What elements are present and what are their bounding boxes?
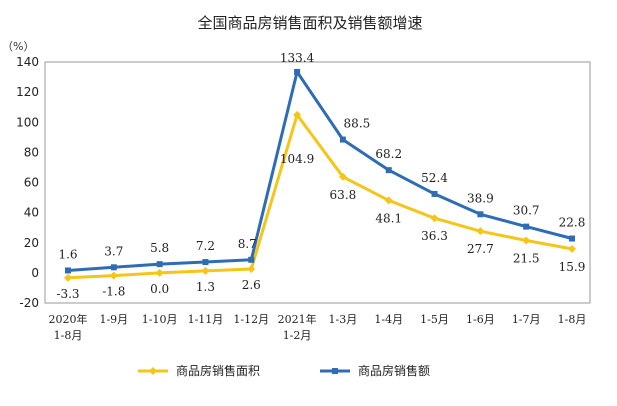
data-label: 21.5 [513,251,540,265]
data-label: 1.3 [196,280,215,294]
y-tick-label: 40 [24,206,39,220]
series-marker [522,236,531,245]
legend-label: 商品房销售面积 [176,363,260,378]
legend-marker [332,368,338,374]
x-tick-label: 1-10月 [142,313,178,326]
data-label: 30.7 [513,204,540,218]
series-marker [338,172,347,181]
y-tick-label: 20 [24,236,39,250]
x-tick-label: 1-11月 [188,313,224,326]
series-marker [430,214,439,223]
series-marker [385,167,392,174]
data-label: 88.5 [344,117,371,131]
series-marker [476,227,485,236]
plot-frame [44,61,591,304]
series-marker [293,110,302,119]
y-unit-label: （%） [2,40,34,53]
series-marker [569,235,575,242]
series-marker [202,259,209,266]
series-marker [110,264,117,271]
x-tick-label: 1-8月 [54,329,83,342]
series-marker [155,268,164,277]
y-tick-label: 140 [16,55,39,69]
data-label: 8.7 [238,237,257,251]
series-marker [64,273,72,282]
y-tick-label: -20 [19,296,39,310]
data-label: 1.6 [58,247,77,261]
data-label: -1.8 [102,285,125,299]
x-tick-label: 1-4月 [374,313,403,326]
y-tick-label: 100 [16,115,39,129]
x-tick-label: 1-5月 [420,313,449,326]
series-marker [65,267,71,274]
x-tick-label: 1-3月 [329,313,358,326]
data-label: 52.4 [421,171,448,185]
series-marker [294,68,301,75]
series-layer [64,68,576,282]
y-axis: -20 0 20 40 60 80 100 120 140 [16,55,39,310]
x-tick-label: 1-6月 [466,313,495,326]
data-label: 15.9 [559,260,586,274]
series-marker [247,264,256,273]
y-tick-label: 60 [24,176,39,190]
data-label: 5.8 [150,241,169,255]
x-tick-label: 1-7月 [512,313,541,326]
x-axis: 2020年 1-8月 1-9月 1-10月 1-11月 1-12月 2021年 1-2月 1-3… [49,312,587,342]
chart-title: 全国商品房销售面积及销售额增速 [197,14,422,32]
y-tick-label: 80 [24,145,39,159]
series-marker [248,256,255,263]
data-label: 2.6 [242,278,261,292]
legend: 商品房销售面积 商品房销售额 [138,363,430,378]
series-marker [339,136,346,143]
series-marker [156,261,163,268]
data-label: 22.8 [559,216,586,230]
series-line-0 [67,113,573,280]
data-label: 27.7 [467,242,494,256]
data-label: 36.3 [421,229,448,243]
data-label: 38.9 [467,191,494,205]
data-label: 133.4 [280,51,315,65]
series-marker [201,266,210,275]
data-label: -3.3 [56,287,79,301]
y-tick-label: 0 [31,266,39,280]
y-tick-label: 120 [16,85,39,99]
data-label: 48.1 [375,211,402,225]
data-label: 0.0 [150,282,169,296]
series-marker [109,271,118,280]
data-label: 68.2 [375,147,402,161]
series-marker [568,244,576,253]
legend-marker [149,367,157,375]
x-tick-label: 2021年 [278,312,317,326]
x-tick-label: 1-12月 [233,313,269,326]
x-tick-label: 1-2月 [283,329,312,342]
series-marker [384,196,393,205]
series-marker [523,223,530,230]
data-label: 7.2 [196,239,215,253]
data-labels: -3.3 -1.8 0.0 1.3 2.6 104.9 63.8 48.1 36.3 27.7 21… [56,51,585,301]
x-tick-label: 1-8月 [558,313,587,326]
x-tick-label: 2020年 [49,312,88,326]
data-label: 63.8 [330,188,357,202]
series-marker [431,190,438,197]
data-label: 104.9 [280,152,314,166]
x-tick-label: 1-9月 [99,313,128,326]
legend-label: 商品房销售额 [358,363,430,378]
series-marker [477,211,484,218]
series-line-1 [67,70,573,272]
data-label: 3.7 [104,244,123,258]
